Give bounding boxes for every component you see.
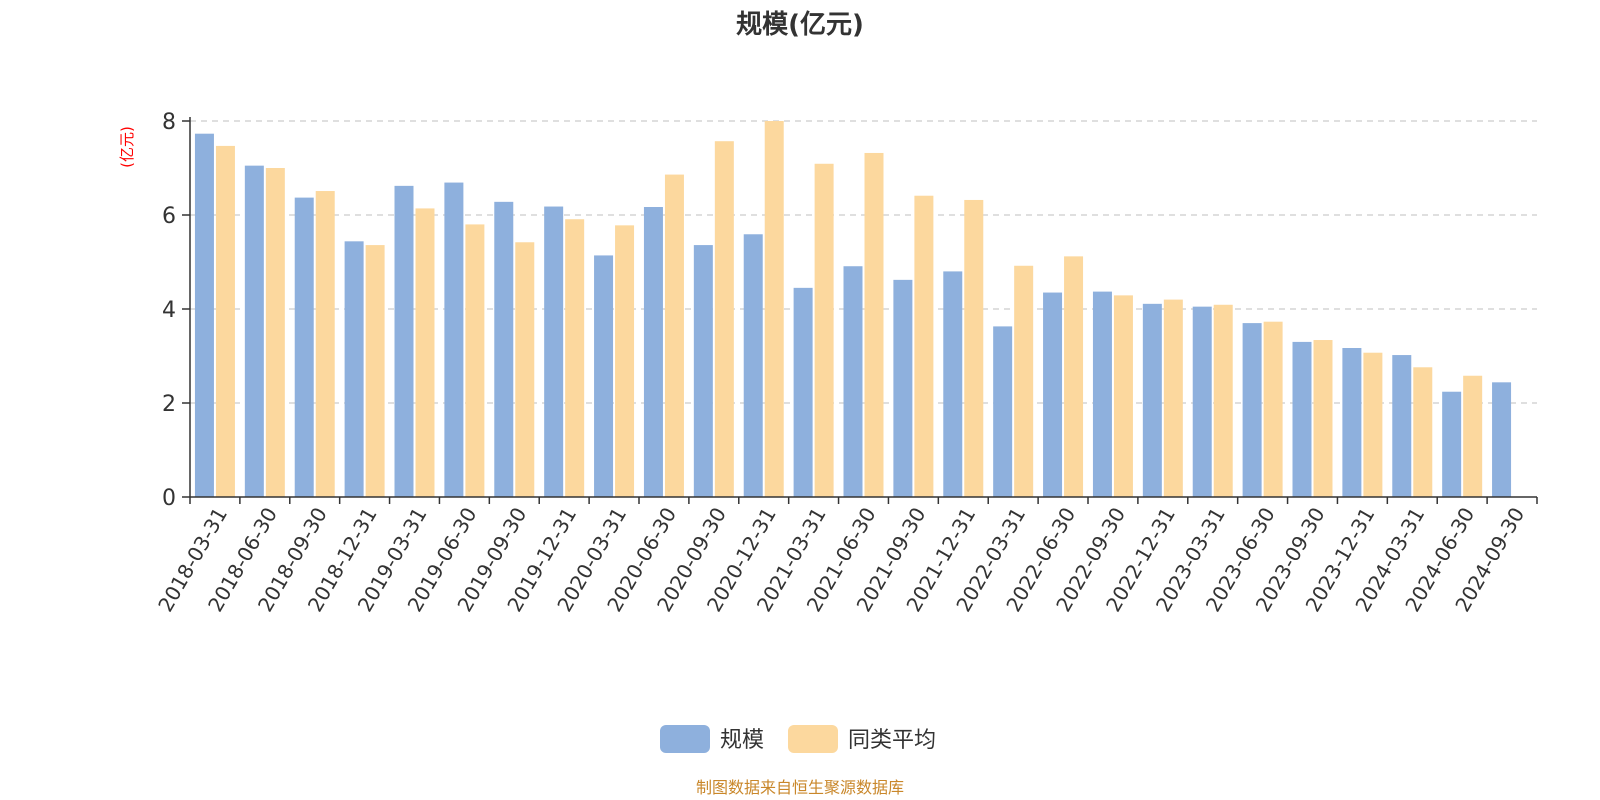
bar-peer-average-2021-06-30[interactable]: [864, 152, 884, 497]
grid-lines: [190, 120, 1537, 404]
legend-item-peer-average[interactable]: 同类平均: [788, 725, 936, 753]
bar-peer-average-2020-06-30[interactable]: [664, 174, 684, 497]
bar-peer-average-2024-06-30[interactable]: [1463, 375, 1483, 497]
bar-scale-2023-09-30[interactable]: [1292, 341, 1312, 497]
bars: [194, 121, 1512, 498]
legend: 规模 同类平均: [660, 725, 936, 753]
bar-scale-2021-06-30[interactable]: [843, 266, 863, 497]
bar-scale-2020-03-31[interactable]: [594, 255, 614, 497]
y-tick-label: 6: [162, 204, 176, 229]
bar-scale-2024-06-30[interactable]: [1442, 391, 1462, 497]
bar-peer-average-2024-03-31[interactable]: [1413, 367, 1433, 497]
bar-scale-2018-09-30[interactable]: [294, 197, 314, 498]
bar-peer-average-2020-12-31[interactable]: [764, 121, 784, 497]
bar-scale-2019-03-31[interactable]: [394, 185, 414, 498]
bar-scale-2018-03-31[interactable]: [194, 133, 214, 497]
bar-scale-2024-03-31[interactable]: [1392, 355, 1412, 497]
bar-peer-average-2023-03-31[interactable]: [1213, 304, 1233, 497]
bar-peer-average-2023-06-30[interactable]: [1263, 321, 1283, 497]
bar-scale-2019-09-30[interactable]: [494, 201, 514, 497]
bar-peer-average-2019-06-30[interactable]: [465, 224, 485, 497]
x-tick-labels: 2018-03-312018-06-302018-09-302018-12-31…: [153, 497, 1538, 616]
bar-scale-2020-12-31[interactable]: [743, 234, 763, 497]
legend-label-peer-average: 同类平均: [848, 728, 936, 753]
bar-scale-2018-12-31[interactable]: [344, 241, 364, 497]
axes: [189, 117, 1537, 498]
bar-peer-average-2021-03-31[interactable]: [814, 163, 834, 497]
source-note: 制图数据来自恒生聚源数据库: [696, 778, 904, 797]
bar-peer-average-2023-09-30[interactable]: [1313, 340, 1333, 497]
bar-scale-2018-06-30[interactable]: [244, 165, 264, 497]
bar-peer-average-2019-03-31[interactable]: [415, 208, 435, 498]
bar-peer-average-2021-09-30[interactable]: [914, 195, 934, 498]
legend-swatch-scale: [660, 725, 710, 753]
bar-peer-average-2019-09-30[interactable]: [515, 242, 535, 497]
bar-scale-2021-12-31[interactable]: [943, 271, 963, 497]
y-tick-labels: 0 2 4 6 8: [162, 110, 190, 511]
bar-scale-2022-12-31[interactable]: [1142, 303, 1162, 497]
bar-peer-average-2018-03-31[interactable]: [215, 145, 235, 497]
legend-label-scale: 规模: [720, 728, 764, 753]
y-tick-label: 0: [162, 486, 176, 511]
y-tick-label: 4: [162, 298, 176, 323]
bar-peer-average-2021-12-31[interactable]: [964, 199, 984, 497]
bar-peer-average-2019-12-31[interactable]: [565, 219, 585, 498]
bar-scale-2021-09-30[interactable]: [893, 279, 913, 497]
bar-scale-2023-12-31[interactable]: [1342, 348, 1362, 497]
bar-peer-average-2022-12-31[interactable]: [1163, 299, 1183, 497]
chart-title: 规模(亿元): [736, 10, 864, 40]
bar-peer-average-2022-06-30[interactable]: [1064, 256, 1084, 497]
bar-scale-2024-09-30[interactable]: [1492, 382, 1512, 497]
bar-peer-average-2020-09-30[interactable]: [714, 141, 734, 497]
bar-scale-2019-06-30[interactable]: [444, 182, 464, 497]
legend-item-scale[interactable]: 规模: [660, 725, 764, 753]
bar-peer-average-2018-09-30[interactable]: [315, 191, 335, 497]
bar-peer-average-2018-06-30[interactable]: [265, 168, 285, 497]
bar-scale-2023-06-30[interactable]: [1242, 323, 1262, 497]
bar-scale-2020-06-30[interactable]: [643, 207, 663, 497]
bar-scale-2023-03-31[interactable]: [1192, 306, 1212, 497]
bar-scale-2020-09-30[interactable]: [693, 245, 713, 497]
bar-peer-average-2023-12-31[interactable]: [1363, 352, 1383, 497]
bar-peer-average-2018-12-31[interactable]: [365, 245, 385, 497]
y-tick-label: 8: [162, 110, 176, 135]
bar-peer-average-2022-09-30[interactable]: [1113, 295, 1133, 497]
bar-peer-average-2020-03-31[interactable]: [615, 225, 635, 497]
bar-peer-average-2022-03-31[interactable]: [1014, 265, 1034, 497]
y-axis-label: (亿元): [118, 126, 136, 168]
bar-scale-2022-06-30[interactable]: [1043, 292, 1063, 497]
y-tick-label: 2: [162, 392, 176, 417]
bar-scale-2022-09-30[interactable]: [1092, 291, 1112, 497]
bar-scale-2019-12-31[interactable]: [544, 206, 564, 498]
bar-scale-2021-03-31[interactable]: [793, 287, 813, 497]
bar-scale-2022-03-31[interactable]: [993, 326, 1013, 497]
legend-swatch-peer-average: [788, 725, 838, 753]
